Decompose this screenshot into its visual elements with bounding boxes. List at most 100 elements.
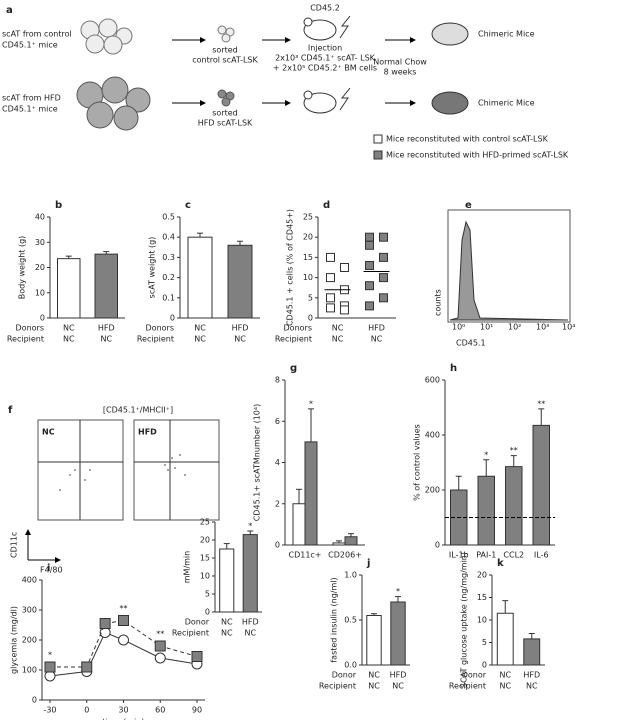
y-tick-label: 0.3 [162, 253, 175, 262]
text: scAT from HFD [2, 94, 61, 103]
y-tick-label: 400 [425, 431, 440, 440]
marker [118, 634, 129, 646]
bar [523, 638, 541, 666]
y-tick-label: 6 [275, 417, 280, 426]
panel-label: e [465, 200, 472, 211]
cells [217, 89, 235, 107]
axes-arrows [25, 529, 61, 563]
y-tick-label: 0.1 [162, 293, 175, 302]
bar [187, 236, 213, 319]
point [326, 273, 335, 283]
y-tick-label: 10 [477, 616, 487, 625]
y-tick-label: 1.0 [344, 571, 357, 580]
x-tick-label: 60 [155, 706, 165, 715]
y-tick-label: 0 [40, 314, 45, 323]
x-label: CD45.1 [456, 339, 486, 348]
bar [532, 424, 550, 546]
x-tick-label: NC [368, 682, 380, 691]
y-tick-label: 20 [303, 233, 313, 242]
marker [154, 652, 166, 664]
x-tick-label: NC [332, 324, 344, 333]
y-tick-label: 0 [32, 696, 37, 705]
y-tick-label: 20 [35, 263, 45, 272]
marker [44, 661, 56, 673]
y-tick-label: 0.5 [344, 616, 357, 625]
row-label: Recipient [7, 335, 44, 344]
y-tick-label: 10 [303, 273, 313, 282]
mouse [303, 87, 351, 114]
bar [219, 548, 235, 613]
bar [242, 534, 258, 613]
panel-label: j [366, 558, 370, 569]
x-tick-label: 10² [508, 323, 521, 332]
bar [477, 475, 495, 546]
x-tick-label: 90 [192, 706, 202, 715]
x-tick-label: NC [221, 618, 233, 627]
annotation: * [396, 587, 400, 596]
y-tick-label: 0 [170, 314, 175, 323]
y-tick-label: 2 [275, 499, 280, 508]
x-tick-label: NC [100, 335, 112, 344]
y-tick-label: 40 [35, 213, 45, 222]
y-tick-label: 0.2 [162, 273, 175, 282]
y-tick-label: 0 [205, 608, 210, 617]
x-tick-label: CD11c+ [288, 551, 321, 560]
row-label: Recipient [137, 335, 174, 344]
point [365, 260, 374, 270]
y-tick-label: 5 [205, 590, 210, 599]
arrows [172, 37, 416, 106]
row-label: Donor [185, 618, 210, 627]
text: CD45.2 [310, 4, 340, 13]
x-tick-label: NC [526, 682, 538, 691]
y-label: % of control values [413, 424, 422, 501]
panel-label: k [497, 558, 504, 569]
legend-label: Mice reconstituted with control scAT-LSK [386, 135, 549, 144]
bar [366, 615, 382, 666]
x-tick-label: HFD [98, 324, 115, 333]
y-tick-label: 200 [425, 486, 440, 495]
mouse [431, 22, 469, 115]
x-tick-label: HFD [390, 671, 407, 680]
frame [133, 419, 220, 521]
text: CD45.1⁺ mice [2, 105, 58, 114]
bar [94, 253, 118, 319]
group-label: HFD [138, 428, 157, 437]
legend-swatch [373, 150, 383, 160]
panel-label: c [185, 200, 191, 211]
x-tick-label: HFD [232, 324, 249, 333]
bar [344, 536, 358, 546]
annotation: ** [120, 604, 128, 613]
point [365, 240, 374, 250]
bar [496, 612, 514, 666]
x-tick-label: NC [499, 682, 511, 691]
panel-f: f [CD45.1⁺/MHCII⁺] NC HFD CD11c F4/80 [8, 405, 220, 575]
point [379, 232, 388, 242]
annotation: ** [537, 399, 545, 408]
mouse [303, 15, 351, 41]
y-tick-label: 25 [303, 213, 313, 222]
point [379, 293, 388, 303]
point [365, 232, 374, 242]
annotation: ** [510, 446, 518, 455]
x-tick-label: PAI-1 [476, 551, 496, 560]
plot-title: [CD45.1⁺/MHCII⁺] [103, 406, 173, 415]
x-tick-label: NC [368, 671, 380, 680]
y-tick-label: 200 [22, 636, 37, 645]
panel-label: h [450, 363, 457, 374]
panel-label: d [323, 200, 330, 211]
bar [227, 244, 253, 319]
panel-label: b [55, 200, 62, 211]
x-tick-label: CD206+ [328, 551, 362, 560]
y-label: mM/min [183, 551, 192, 583]
y-tick-label: 15 [477, 593, 487, 602]
y-label: SCAT glucose uptake (ng/mg/min) [460, 552, 469, 688]
y-tick-label: 20 [477, 571, 487, 580]
y-label: scAT weight (g) [148, 237, 157, 299]
point [365, 281, 374, 291]
marker [191, 651, 203, 662]
y-tick-label: 30 [35, 238, 45, 247]
line [50, 619, 198, 668]
legend-swatch [373, 134, 383, 144]
text: 2x10³ CD45.1⁺ scAT- LSK [275, 54, 376, 63]
annotation: * [309, 399, 313, 408]
